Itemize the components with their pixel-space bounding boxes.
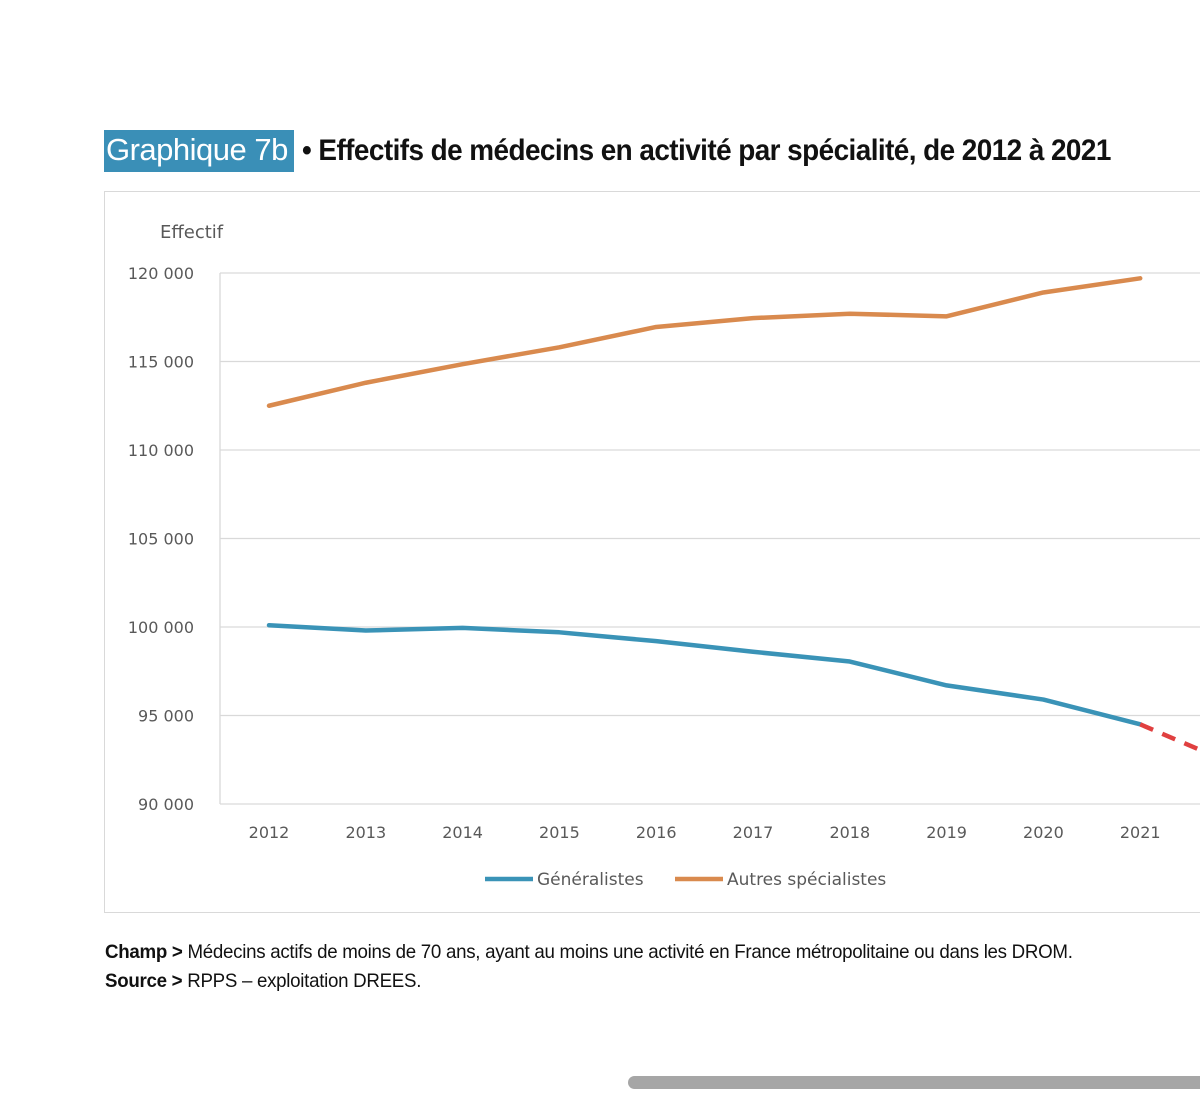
projection-line xyxy=(1139,722,1200,753)
source-note: Source > RPPS – exploitation DREES. xyxy=(105,967,1073,996)
legend-label: Autres spécialistes xyxy=(727,870,886,890)
y-tick-label: 110 000 xyxy=(128,441,194,460)
x-tick-label: 2016 xyxy=(636,823,677,842)
x-tick-label: 2014 xyxy=(442,823,483,842)
scope-text: Médecins actifs de moins de 70 ans, ayan… xyxy=(182,941,1073,963)
x-tick-label: 2015 xyxy=(539,823,580,842)
x-tick-label: 2019 xyxy=(926,823,967,842)
x-tick-label: 2021 xyxy=(1120,823,1161,842)
figure-number-badge: Graphique 7b xyxy=(104,130,294,172)
y-tick-label: 105 000 xyxy=(128,530,194,549)
y-tick-label: 90 000 xyxy=(138,795,194,814)
y-tick-label: 100 000 xyxy=(128,618,194,637)
x-tick-label: 2017 xyxy=(733,823,774,842)
source-label: Source > xyxy=(105,970,183,992)
y-tick-label: 95 000 xyxy=(138,707,194,726)
x-tick-label: 2012 xyxy=(249,823,290,842)
chart-title: • Effectifs de médecins en activité par … xyxy=(301,134,1111,167)
x-tick-label: 2013 xyxy=(345,823,386,842)
series-line-autres-specialistes xyxy=(266,276,1143,408)
x-tick-label: 2020 xyxy=(1023,823,1064,842)
legend-label: Généralistes xyxy=(537,870,644,890)
x-tick-label: 2018 xyxy=(829,823,870,842)
line-chart: 120 000 115 000 110 000 105 000 100 000 95 00… xyxy=(128,222,1200,890)
scope-note: Champ > Médecins actifs de moins de 70 a… xyxy=(105,938,1073,967)
y-tick-label: 115 000 xyxy=(128,353,194,372)
y-axis-label: Effectif xyxy=(160,222,224,243)
y-tick-label: 120 000 xyxy=(128,264,194,283)
chart-title-row: Graphique 7b • Effectifs de médecins en … xyxy=(104,128,1172,174)
horizontal-scrollbar[interactable] xyxy=(628,1076,1200,1089)
source-text: RPPS – exploitation DREES. xyxy=(182,970,422,992)
chart-notes: Champ > Médecins actifs de moins de 70 a… xyxy=(105,938,1073,996)
chart-frame: 120 000 115 000 110 000 105 000 100 000 95 00… xyxy=(104,191,1200,913)
scope-label: Champ > xyxy=(105,941,183,963)
series-line-generalistes xyxy=(266,622,1143,727)
